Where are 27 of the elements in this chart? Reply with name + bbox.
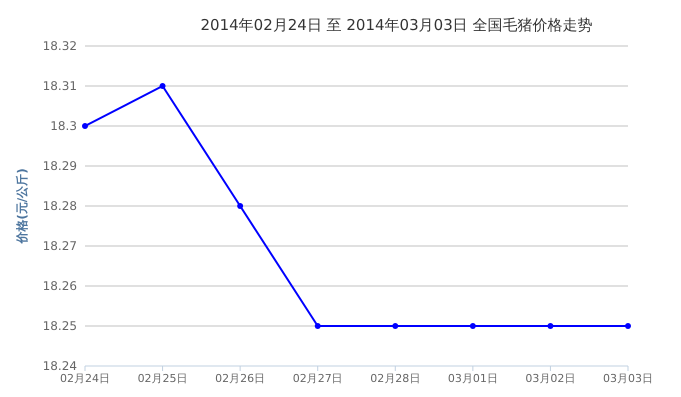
y-tick-label: 18.3 (50, 119, 77, 134)
point (237, 203, 244, 209)
point (625, 323, 631, 329)
y-tick-label: 18.31 (42, 79, 77, 94)
y-tick-label: 18.25 (42, 319, 77, 334)
y-tick-label: 18.26 (42, 279, 77, 294)
x-tick-label: 02月24日 (60, 372, 110, 385)
x-tick-label: 03月01日 (448, 372, 498, 385)
y-tick-label: 18.28 (42, 199, 77, 214)
x-tick-label: 02月27日 (292, 372, 343, 385)
point (82, 123, 88, 129)
x-tick-label: 02月25日 (138, 372, 188, 385)
x-tick-label: 02月26日 (215, 372, 266, 385)
point (392, 323, 398, 329)
point (547, 323, 554, 329)
x-tick-label: 03月03日 (603, 372, 653, 385)
chart-title: 2014年02月24日 至 2014年03月03日 全国毛猪价格走势 (200, 16, 592, 34)
y-axis-title: 价格(元/公斤) (15, 168, 29, 245)
y-tick-label: 18.24 (42, 359, 77, 374)
y-tick-label: 18.29 (42, 159, 77, 174)
x-tick-label: 02月28日 (370, 372, 420, 385)
y-tick-label: 18.32 (42, 39, 77, 54)
point (314, 323, 321, 329)
x-tick-label: 03月02日 (525, 372, 576, 385)
point (160, 83, 166, 89)
y-tick-label: 18.27 (42, 239, 77, 254)
point (470, 323, 476, 329)
